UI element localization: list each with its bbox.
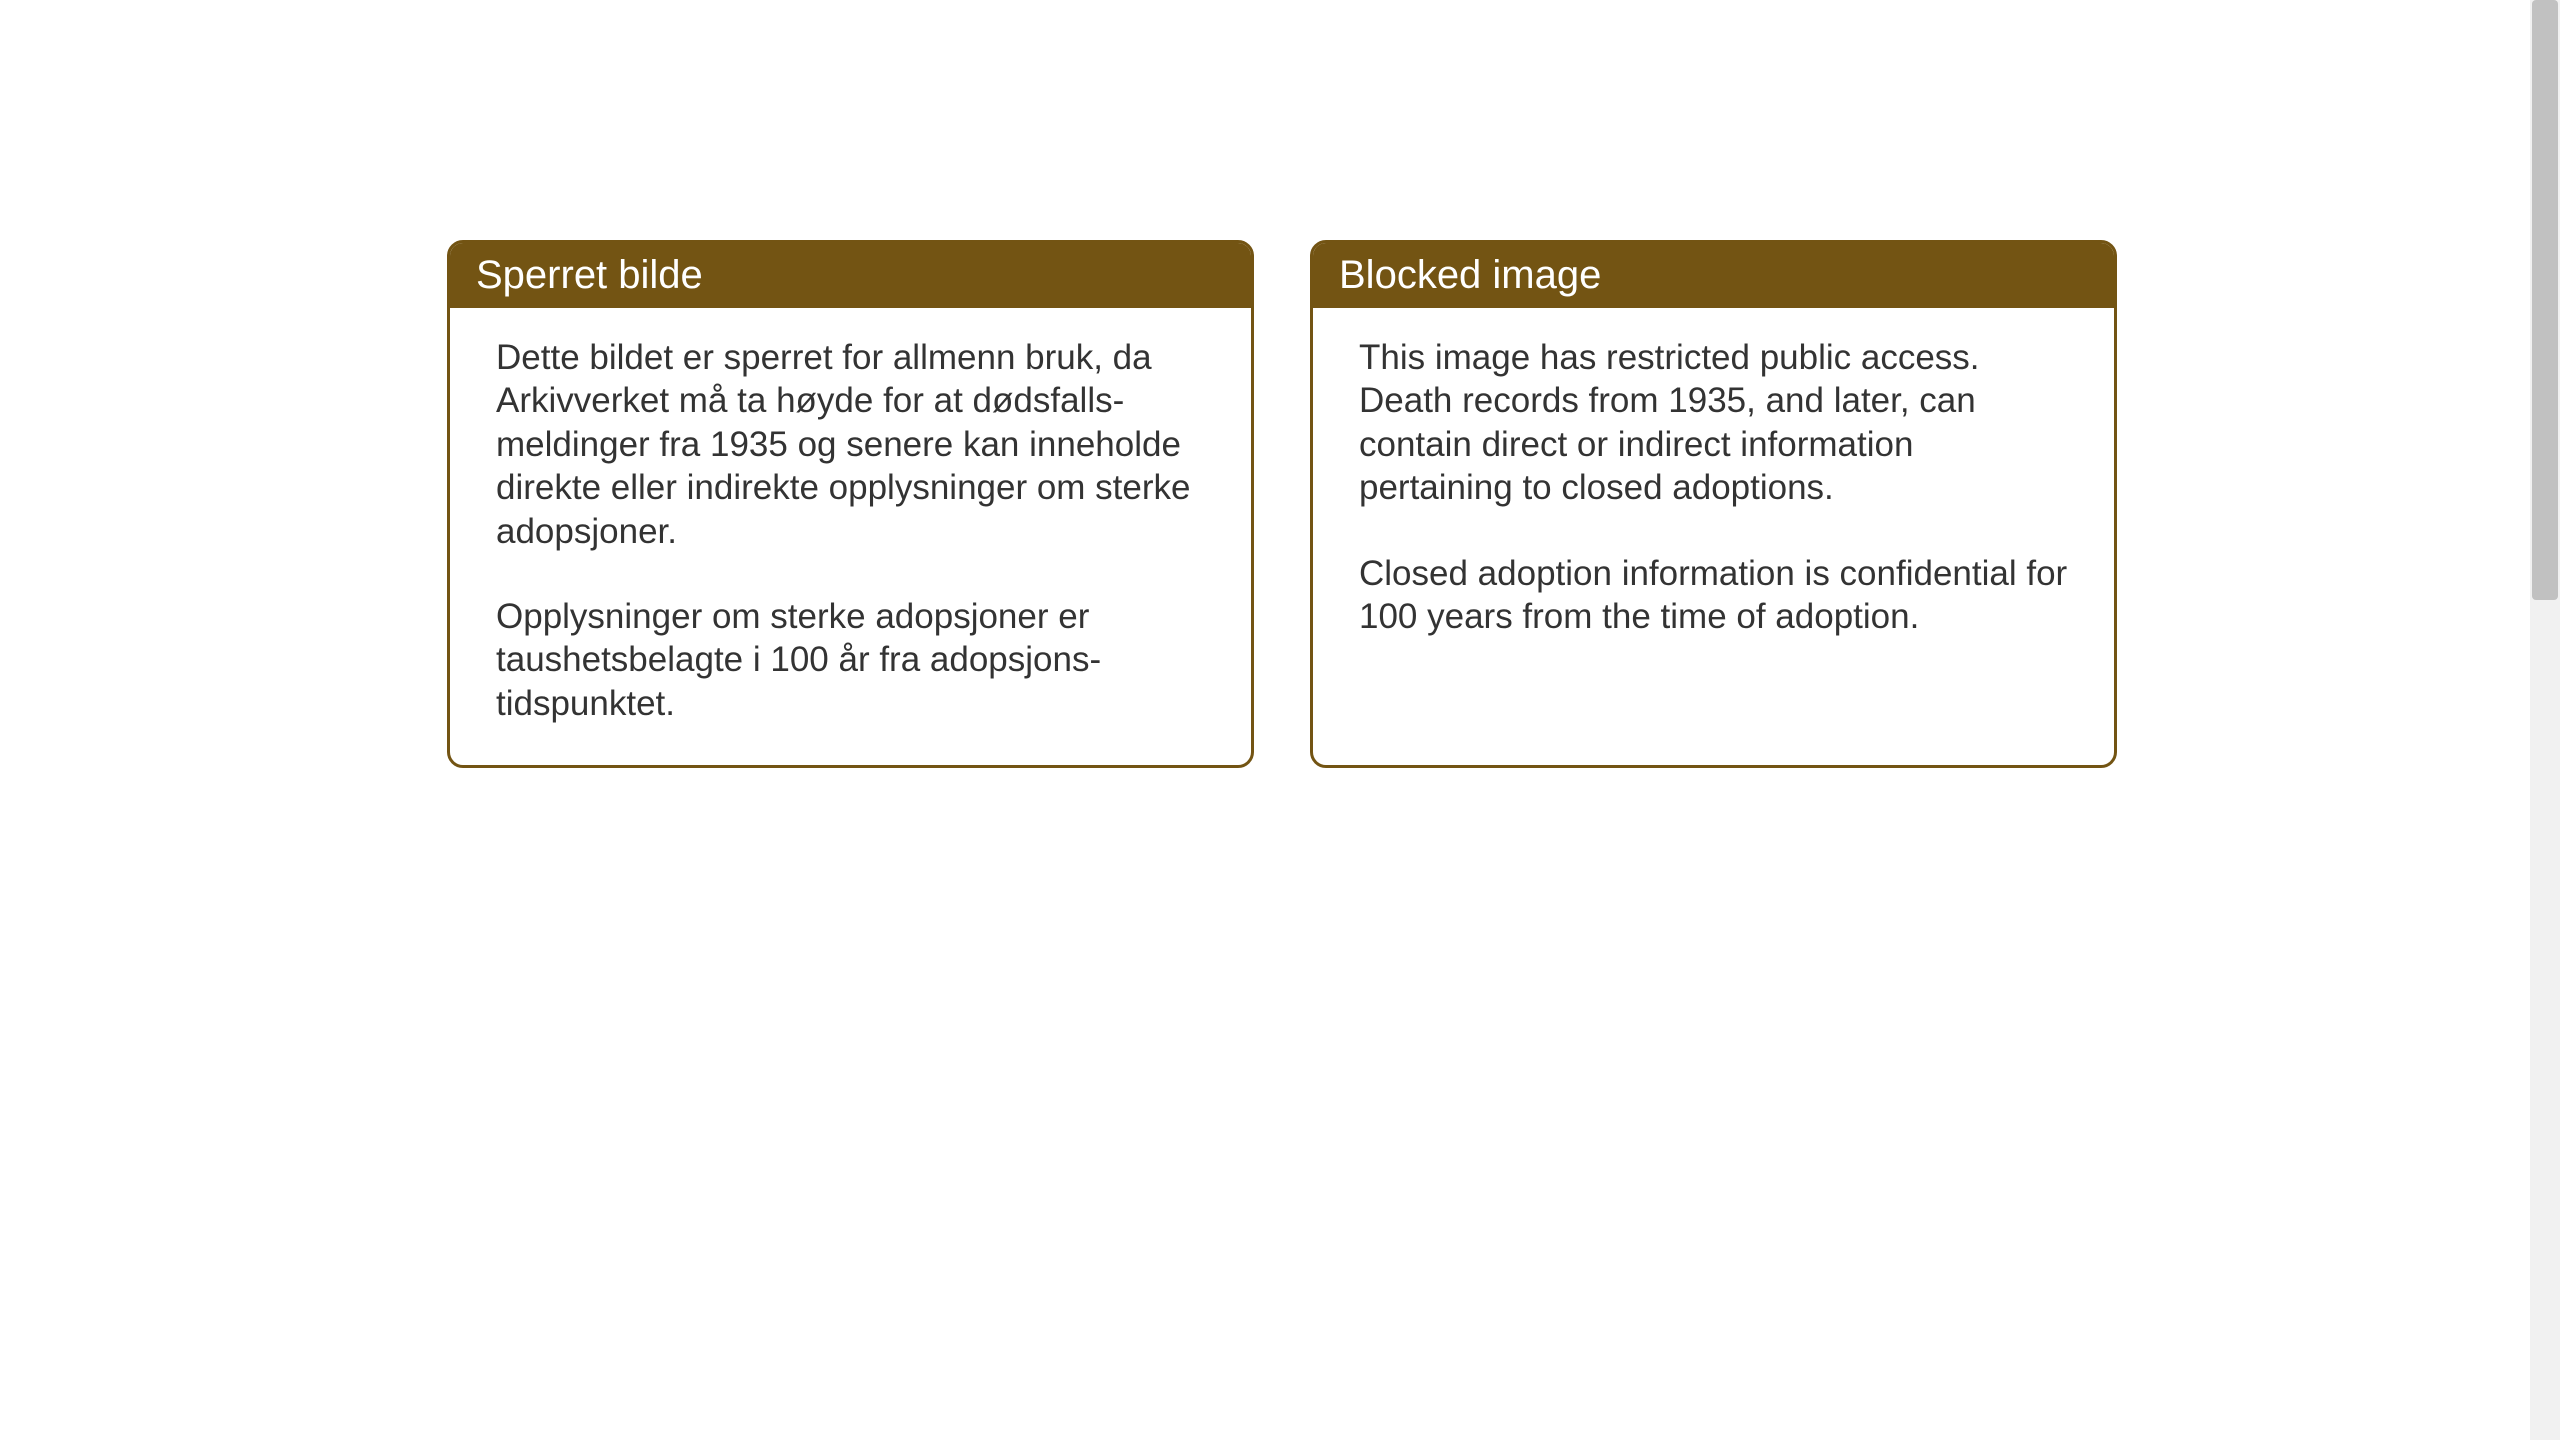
card-paragraph: This image has restricted public access.… (1359, 336, 2068, 510)
card-paragraph: Closed adoption information is confident… (1359, 552, 2068, 639)
card-title: Blocked image (1339, 253, 1601, 297)
scrollbar-thumb[interactable] (2532, 0, 2558, 600)
scrollbar-track[interactable] (2530, 0, 2560, 1440)
cards-container: Sperret bilde Dette bildet er sperret fo… (447, 240, 2117, 768)
card-paragraph: Dette bildet er sperret for allmenn bruk… (496, 336, 1205, 553)
card-header-norwegian: Sperret bilde (450, 243, 1251, 308)
card-norwegian: Sperret bilde Dette bildet er sperret fo… (447, 240, 1254, 768)
card-title: Sperret bilde (476, 253, 703, 297)
card-body-english: This image has restricted public access.… (1313, 308, 2114, 678)
card-english: Blocked image This image has restricted … (1310, 240, 2117, 768)
card-body-norwegian: Dette bildet er sperret for allmenn bruk… (450, 308, 1251, 765)
card-header-english: Blocked image (1313, 243, 2114, 308)
card-paragraph: Opplysninger om sterke adopsjoner er tau… (496, 595, 1205, 725)
